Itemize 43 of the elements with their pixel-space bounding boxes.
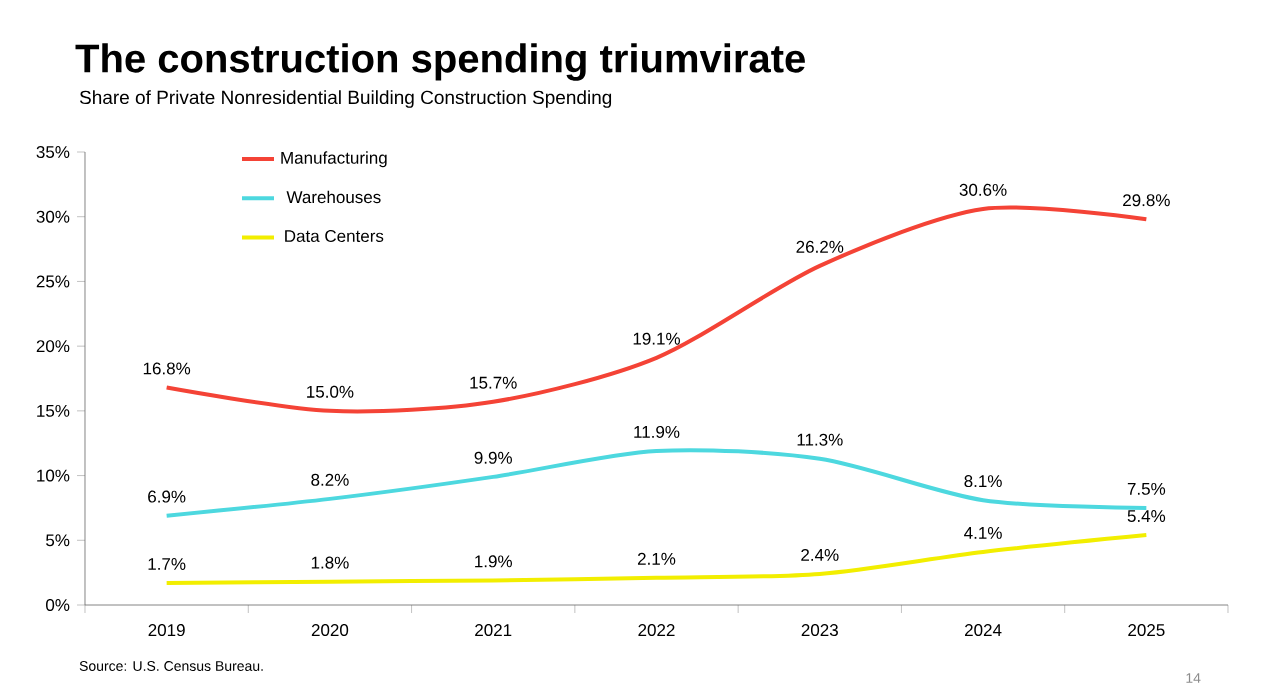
chart-subtitle: Share of Private Nonresidential Building Construction Spending xyxy=(79,90,612,108)
legend-label: Warehouses xyxy=(286,190,381,204)
data-label: 8.1% xyxy=(964,475,1002,488)
data-label: 1.7% xyxy=(148,558,186,570)
x-tick-label: 2024 xyxy=(965,624,1002,637)
data-label: 15.7% xyxy=(470,376,517,389)
y-tick-label: 0% xyxy=(46,599,70,612)
y-tick-label: 25% xyxy=(36,275,70,288)
legend-label: Data Centers xyxy=(285,229,384,242)
data-label: 11.9% xyxy=(634,425,680,438)
data-label: 29.8% xyxy=(1123,194,1170,207)
data-label: 9.9% xyxy=(474,451,512,464)
x-tick-label: 2025 xyxy=(1128,624,1165,637)
x-tick-label: 2020 xyxy=(311,624,349,637)
y-tick-label: 20% xyxy=(36,340,70,353)
x-tick-label: 2022 xyxy=(638,624,675,637)
chart-title: The construction spending triumvirate xyxy=(75,43,805,81)
y-tick-label: 30% xyxy=(36,210,70,223)
y-tick-label: 10% xyxy=(37,469,70,482)
data-label: 15.0% xyxy=(307,385,354,398)
data-label: 1.8% xyxy=(311,556,349,569)
y-tick-label: 35% xyxy=(36,146,70,159)
data-label: 26.2% xyxy=(796,240,844,253)
data-label: 30.6% xyxy=(959,183,1007,196)
data-label: 6.9% xyxy=(148,490,186,503)
data-label: 8.2% xyxy=(311,473,349,486)
legend-label: Manufacturing xyxy=(281,151,387,168)
data-label: 7.5% xyxy=(1127,482,1166,495)
x-tick-label: 2021 xyxy=(475,624,512,637)
y-tick-label: 5% xyxy=(46,534,70,547)
x-tick-label: 2023 xyxy=(801,624,838,637)
source-note: Source: U.S. Census Bureau. xyxy=(79,661,263,671)
data-label: 5.4% xyxy=(1127,510,1166,523)
data-label: 11.3% xyxy=(797,433,843,446)
data-label: 19.1% xyxy=(633,332,680,345)
data-label: 16.8% xyxy=(143,362,191,375)
data-label: 2.4% xyxy=(801,548,839,561)
data-label: 2.1% xyxy=(637,552,676,565)
data-label: 4.1% xyxy=(964,526,1002,539)
data-label: 1.9% xyxy=(475,555,512,568)
text: 14 xyxy=(1186,673,1201,683)
x-tick-label: 2019 xyxy=(148,624,185,637)
y-tick-label: 15% xyxy=(37,404,70,417)
